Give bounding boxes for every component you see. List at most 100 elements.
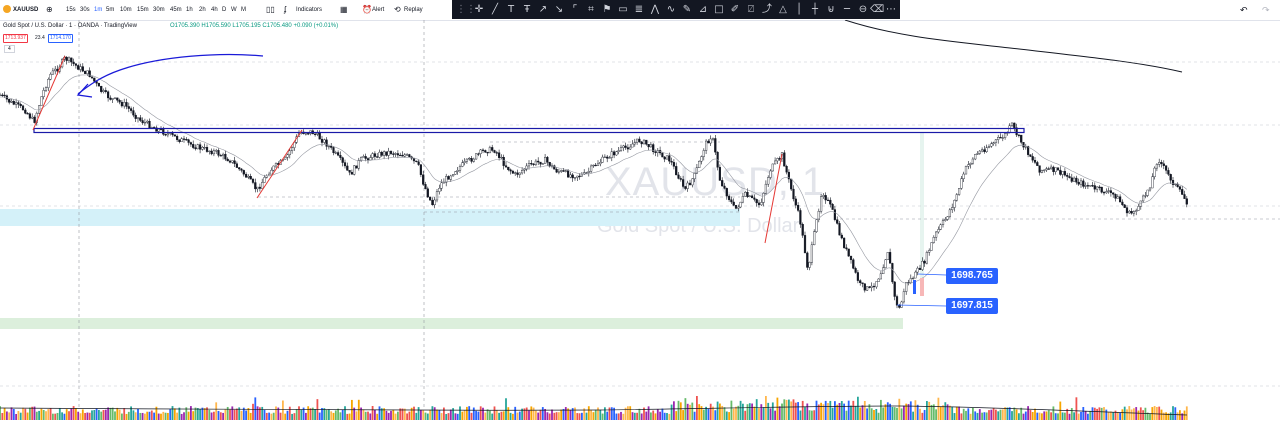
volume-bar: [385, 410, 388, 420]
volume-bar: [420, 410, 422, 420]
volume-bar: [1029, 410, 1032, 420]
undo-icon[interactable]: ↶: [1240, 5, 1248, 15]
measure-icon[interactable]: ⊿: [698, 4, 708, 15]
trend-line-icon[interactable]: ╱: [491, 4, 499, 15]
candle-body: [1107, 190, 1110, 192]
text-icon[interactable]: T: [507, 4, 515, 15]
vertical-line-icon[interactable]: │: [795, 4, 803, 15]
timeframe-M[interactable]: M: [241, 7, 246, 13]
curve-icon[interactable]: ⤴: [762, 4, 772, 15]
bar-type-icon[interactable]: ▯▯: [266, 5, 275, 14]
redo-icon[interactable]: ↷: [1262, 5, 1270, 15]
layouts-icon[interactable]: ▦: [340, 5, 348, 14]
bid-price[interactable]: 1713.937: [3, 34, 28, 43]
volume-bar: [820, 402, 822, 420]
timeframe-15m[interactable]: 15m: [137, 7, 149, 13]
timeframe-15s[interactable]: 15s: [66, 7, 76, 13]
timeframe-2h[interactable]: 2h: [199, 7, 206, 13]
candle-body: [403, 154, 406, 157]
callout-icon[interactable]: ⌜: [572, 4, 578, 15]
candle-body: [555, 169, 558, 173]
volume-bar: [896, 407, 898, 420]
rectangle-icon[interactable]: ▭: [618, 4, 628, 15]
alert-button[interactable]: Alert: [372, 7, 385, 13]
volume-bar: [493, 406, 496, 420]
volume-bar: [26, 412, 29, 420]
volume-bar: [270, 413, 273, 420]
volume-bar: [199, 409, 201, 420]
brush-icon[interactable]: ✎: [682, 4, 692, 15]
timeframe-5m[interactable]: 5m: [106, 7, 115, 13]
timeframe-45m[interactable]: 45m: [170, 7, 182, 13]
ask-price[interactable]: 1714.170: [48, 34, 73, 43]
crosshair-icon[interactable]: ✛: [474, 4, 484, 15]
compare-add-icon[interactable]: ⊕: [46, 5, 53, 14]
indicators-button[interactable]: Indicators: [296, 7, 323, 13]
volume-bar: [778, 406, 781, 420]
comment-icon[interactable]: ⌗: [588, 4, 594, 15]
candle-body: [502, 156, 505, 166]
timeframe-10m[interactable]: 10m: [120, 7, 132, 13]
timeframe-W[interactable]: W: [231, 7, 237, 13]
timeframe-D[interactable]: D: [222, 7, 227, 13]
candle-body: [106, 91, 110, 99]
replay-button[interactable]: Replay: [404, 7, 423, 13]
candle-body: [26, 113, 29, 115]
candle-body: [445, 176, 448, 183]
candle-body: [334, 152, 337, 154]
square-icon[interactable]: □: [714, 4, 724, 15]
zigzag-icon[interactable]: ∿: [666, 4, 676, 15]
volume-bar: [107, 407, 109, 420]
candle-body: [530, 163, 533, 165]
volume-bar: [725, 411, 728, 420]
replay-icon[interactable]: ⟲: [394, 5, 401, 14]
eraser-icon[interactable]: ⌫: [870, 4, 885, 15]
candle-body: [863, 283, 866, 291]
arrow-icon[interactable]: ↘: [554, 4, 564, 15]
magnet-icon[interactable]: ⊌: [827, 4, 835, 15]
volume-bar: [353, 407, 356, 420]
candle-body: [348, 170, 351, 173]
volume-bar: [737, 405, 740, 420]
drag-handle-icon[interactable]: ⋮⋮: [456, 4, 476, 15]
long-position-icon[interactable]: ⍁: [748, 4, 754, 15]
more-icon[interactable]: ⋯: [886, 4, 896, 15]
text-note-icon[interactable]: Ŧ: [523, 4, 531, 15]
volume-bar: [369, 413, 372, 420]
horizontal-line-icon[interactable]: ─: [843, 4, 851, 15]
symbol-search[interactable]: XAUUSD: [13, 7, 39, 13]
timeframe-30m[interactable]: 30m: [153, 7, 165, 13]
lock-icon[interactable]: ⊖: [858, 4, 868, 15]
alert-icon[interactable]: ⏰: [362, 5, 372, 14]
volume-bar: [815, 400, 818, 420]
triangle-icon[interactable]: △: [779, 4, 787, 15]
indicator-count[interactable]: 4: [4, 45, 15, 53]
volume-bar: [426, 413, 429, 420]
timeframe-1h[interactable]: 1h: [186, 7, 193, 13]
chart-canvas[interactable]: [0, 20, 1280, 430]
timeframe-4h[interactable]: 4h: [211, 7, 218, 13]
edit-icon[interactable]: ✐: [730, 4, 740, 15]
flag-icon[interactable]: ⚑: [602, 4, 612, 15]
volume-bar: [755, 399, 758, 420]
cross-line-icon[interactable]: ┼: [811, 4, 819, 15]
fib-icon[interactable]: ≣: [634, 4, 644, 15]
candle-body: [83, 70, 87, 74]
candle-body: [969, 163, 972, 165]
indicators-icon[interactable]: ʄ: [284, 5, 287, 14]
volume-bar: [613, 407, 615, 420]
ray-icon[interactable]: ↗: [538, 4, 548, 15]
candle-body: [760, 202, 763, 206]
volume-bar: [578, 413, 581, 420]
volume-bar: [162, 411, 165, 420]
pattern-icon[interactable]: ⋀: [650, 4, 660, 15]
timeframe-1m[interactable]: 1m: [94, 7, 103, 13]
volume-bar: [249, 412, 252, 420]
candle-body: [215, 150, 218, 152]
candle-body: [217, 150, 220, 156]
volume-bar: [670, 404, 673, 420]
timeframe-30s[interactable]: 30s: [80, 7, 90, 13]
candle-body: [677, 174, 680, 179]
volume-bar: [1054, 413, 1057, 420]
candle-body: [1178, 186, 1181, 190]
